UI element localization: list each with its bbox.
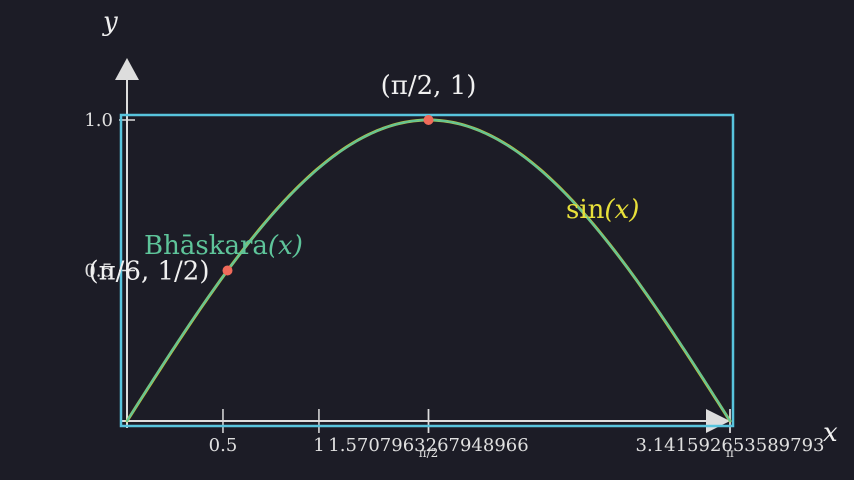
x-axis-label: x — [823, 418, 838, 448]
x-tick-label: 0.5 — [209, 435, 238, 456]
highlight-point — [222, 265, 233, 276]
x-tick-label: 1 — [313, 435, 324, 456]
x-tick-label: π — [726, 446, 734, 460]
y-axis-arrow-icon — [115, 58, 139, 80]
y-axis-label: y — [102, 7, 118, 37]
curves — [125, 118, 732, 423]
x-tick-label: 1.5707963267948966 — [328, 435, 528, 456]
highlight-point — [423, 115, 434, 125]
bhaskara-curve — [125, 118, 732, 423]
highlight-points: (π/6, 1/2) (π/2, 1) — [88, 71, 476, 287]
bhaskara-curve-label: Bhāskara(x) — [144, 231, 303, 261]
x-tick-label: 3.141592653589793 — [636, 435, 825, 456]
y-tick-label: 1.0 — [84, 110, 113, 131]
x-tick-label: π/2 — [419, 446, 439, 460]
point-label: (π/2, 1) — [381, 71, 477, 101]
sin-curve — [125, 118, 732, 423]
curve-labels: sin(x) Bhāskara(x) — [144, 195, 639, 261]
bounding-frame — [119, 113, 735, 428]
axes: x y — [102, 7, 838, 448]
point-label: (π/6, 1/2) — [88, 257, 209, 287]
y-tick-label: 0.5 — [84, 261, 113, 282]
sin-curve-label: sin(x) — [566, 195, 639, 225]
